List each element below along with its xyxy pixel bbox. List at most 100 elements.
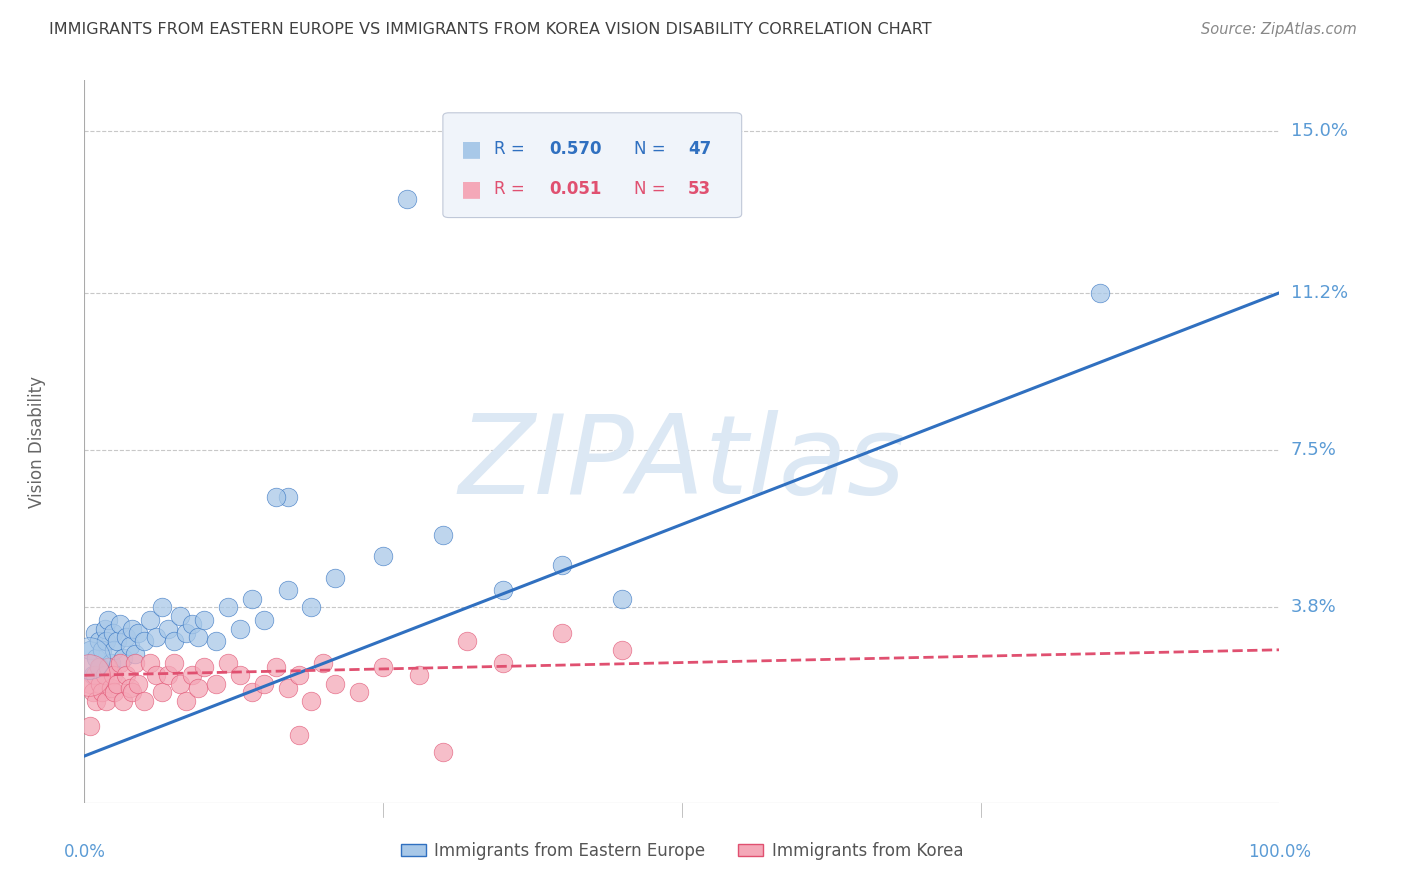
Point [82, 685, 104, 699]
Point [115, 630, 138, 644]
Point [132, 634, 156, 648]
Point [264, 490, 287, 504]
Point [94, 634, 117, 648]
Point [373, 549, 395, 564]
Point [205, 634, 228, 648]
Point [187, 630, 209, 644]
Point [110, 656, 132, 670]
Point [105, 634, 128, 648]
Point [169, 608, 191, 623]
Point [205, 677, 228, 691]
Point [110, 617, 132, 632]
Point [432, 745, 454, 759]
Point [264, 660, 287, 674]
Point [277, 583, 299, 598]
Point [79, 719, 101, 733]
Point [217, 600, 239, 615]
Point [91, 642, 114, 657]
Point [612, 591, 634, 606]
Point [118, 639, 141, 653]
Point [91, 685, 114, 699]
Point [100, 681, 122, 695]
Point [229, 622, 252, 636]
Point [373, 660, 395, 674]
Point [132, 694, 156, 708]
Point [492, 656, 515, 670]
FancyBboxPatch shape [443, 112, 742, 218]
Point [174, 694, 197, 708]
Point [127, 677, 149, 691]
Text: Vision Disability: Vision Disability [28, 376, 45, 508]
Text: 0.0%: 0.0% [63, 843, 105, 861]
Text: IMMIGRANTS FROM EASTERN EUROPE VS IMMIGRANTS FROM KOREA VISION DISABILITY CORREL: IMMIGRANTS FROM EASTERN EUROPE VS IMMIGR… [49, 22, 932, 37]
Point [89, 660, 111, 674]
Text: 15.0%: 15.0% [1291, 122, 1347, 140]
Point [193, 613, 215, 627]
Point [187, 681, 209, 695]
Point [124, 647, 146, 661]
Point [253, 677, 276, 691]
Point [93, 622, 115, 636]
Point [101, 668, 124, 682]
Point [121, 685, 143, 699]
Text: 47: 47 [688, 140, 711, 158]
Point [174, 625, 197, 640]
Point [181, 668, 204, 682]
Point [193, 660, 215, 674]
Text: 11.2%: 11.2% [1291, 284, 1348, 301]
Point [181, 617, 204, 632]
Point [84, 625, 107, 640]
Point [612, 642, 634, 657]
Point [145, 630, 167, 644]
Point [87, 660, 110, 674]
Point [1090, 285, 1112, 300]
Point [301, 600, 323, 615]
Point [97, 613, 120, 627]
Point [217, 656, 239, 670]
Point [103, 642, 125, 657]
Text: 53: 53 [688, 179, 711, 198]
Point [396, 192, 419, 206]
Text: 7.5%: 7.5% [1291, 441, 1337, 459]
Text: 0.051: 0.051 [550, 179, 602, 198]
Point [551, 625, 574, 640]
Point [77, 668, 100, 682]
Point [150, 600, 173, 615]
Text: N =: N = [634, 140, 671, 158]
Point [325, 677, 347, 691]
Point [163, 656, 186, 670]
Point [121, 622, 143, 636]
Text: ■: ■ [461, 178, 482, 199]
Text: ■: ■ [461, 139, 482, 159]
Point [87, 634, 110, 648]
Point [101, 625, 124, 640]
Point [94, 694, 117, 708]
Point [139, 656, 162, 670]
Point [456, 634, 478, 648]
Point [127, 625, 149, 640]
Point [277, 681, 299, 695]
Point [139, 613, 162, 627]
Point [124, 656, 146, 670]
Point [551, 558, 574, 572]
Point [111, 651, 134, 665]
Text: R =: R = [495, 179, 530, 198]
Point [240, 685, 263, 699]
Point [277, 490, 299, 504]
Point [79, 642, 101, 657]
Point [169, 677, 191, 691]
Text: ZIPAtlas: ZIPAtlas [458, 409, 905, 516]
Point [86, 651, 108, 665]
Legend: Immigrants from Eastern Europe, Immigrants from Korea: Immigrants from Eastern Europe, Immigran… [394, 836, 970, 867]
Point [103, 685, 125, 699]
Point [288, 728, 311, 742]
Point [89, 677, 111, 691]
Point [349, 685, 371, 699]
Text: N =: N = [634, 179, 671, 198]
Point [100, 656, 122, 670]
Point [82, 668, 104, 682]
Point [301, 694, 323, 708]
Point [240, 591, 263, 606]
Point [111, 694, 134, 708]
Text: 100.0%: 100.0% [1249, 843, 1310, 861]
